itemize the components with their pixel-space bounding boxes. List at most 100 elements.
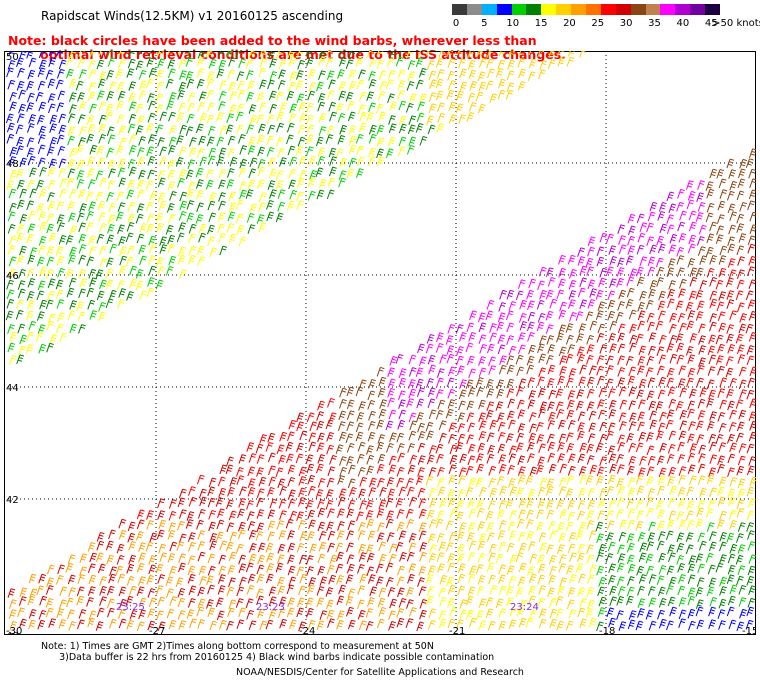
wind-barb xyxy=(28,57,37,68)
wind-barb xyxy=(696,377,704,388)
wind-barb xyxy=(197,51,206,59)
wind-barb xyxy=(559,366,567,376)
wind-barb xyxy=(155,93,164,103)
wind-barb xyxy=(616,576,625,586)
wind-barb xyxy=(246,124,254,135)
wind-barb xyxy=(127,123,136,134)
wind-barb xyxy=(599,488,607,498)
wind-barb xyxy=(306,566,314,576)
wind-barb xyxy=(318,70,326,80)
wind-barb xyxy=(26,310,34,321)
wind-barb xyxy=(207,497,216,508)
wind-barb xyxy=(596,332,605,343)
wind-barb xyxy=(618,386,627,397)
wind-barb xyxy=(107,180,116,190)
wind-barb xyxy=(266,135,275,146)
wind-barb xyxy=(527,311,536,322)
wind-barb xyxy=(88,574,97,585)
wind-barb xyxy=(96,59,105,70)
wind-barb xyxy=(447,366,456,377)
wind-barb xyxy=(688,210,697,221)
wind-barb xyxy=(197,551,206,562)
wind-barb xyxy=(729,378,738,388)
wind-barb xyxy=(627,563,636,574)
wind-barb xyxy=(307,90,316,101)
wind-barb xyxy=(736,575,744,586)
wind-barb xyxy=(749,476,756,487)
wind-barb xyxy=(398,123,407,134)
wind-barb xyxy=(199,496,207,507)
wind-barb xyxy=(677,188,685,199)
wind-barb xyxy=(157,596,166,607)
wind-barb xyxy=(228,202,237,212)
wind-barb xyxy=(45,585,54,595)
wind-barb xyxy=(725,277,734,288)
wind-barb xyxy=(76,301,84,311)
wind-barb xyxy=(298,466,307,477)
wind-barb xyxy=(218,487,227,498)
wind-barb xyxy=(435,78,444,89)
wind-barb xyxy=(296,70,304,80)
wind-barb xyxy=(706,522,715,532)
wind-barb xyxy=(726,333,734,344)
wind-barb xyxy=(89,552,98,563)
wind-barb xyxy=(708,433,717,444)
wind-barb xyxy=(406,486,415,497)
wind-barb xyxy=(107,598,115,609)
wind-barb xyxy=(326,189,335,200)
wind-barb xyxy=(489,487,498,498)
wind-barb xyxy=(635,620,644,631)
wind-barb xyxy=(649,280,658,290)
wind-barb xyxy=(76,212,85,223)
wind-barb xyxy=(77,92,85,102)
wind-barb xyxy=(17,67,25,78)
wind-barb xyxy=(719,377,728,388)
wind-barb xyxy=(436,477,445,488)
wind-barb xyxy=(617,497,625,507)
wind-barb xyxy=(146,223,154,234)
wind-barb xyxy=(429,79,437,90)
wind-barb xyxy=(46,223,55,234)
color-scale-tick-label: 35 xyxy=(648,18,661,29)
wind-barb xyxy=(606,607,615,618)
wind-barb xyxy=(267,124,276,135)
wind-barb xyxy=(687,354,696,364)
wind-barb xyxy=(138,552,146,563)
wind-barb xyxy=(119,246,127,257)
wind-barb xyxy=(28,210,36,221)
wind-barb xyxy=(26,268,35,278)
wind-barb xyxy=(635,499,644,510)
wind-barb xyxy=(489,585,498,595)
footnote-line-2: 3)Data buffer is 22 hrs from 20160125 4)… xyxy=(41,652,495,663)
wind-barb xyxy=(199,156,208,167)
wind-barb xyxy=(59,332,68,343)
wind-barb xyxy=(389,356,398,366)
wind-barb xyxy=(89,144,98,155)
wind-barb xyxy=(578,323,587,333)
wind-barb xyxy=(95,191,104,202)
wind-barb xyxy=(387,488,396,499)
wind-barb xyxy=(668,323,677,334)
wind-barb xyxy=(267,509,276,520)
wind-barb xyxy=(506,542,515,553)
wind-barb xyxy=(185,519,194,529)
wind-barb xyxy=(249,543,257,553)
wind-barb xyxy=(255,531,264,541)
wind-barb xyxy=(428,553,437,563)
wind-barb xyxy=(296,93,305,104)
wind-barb xyxy=(737,565,746,575)
wind-barb xyxy=(108,81,117,92)
wind-barb xyxy=(376,463,385,474)
wind-barb xyxy=(439,354,447,364)
color-scale-tick-label: 10 xyxy=(506,18,520,29)
wind-barb xyxy=(38,211,47,221)
wind-barb xyxy=(479,344,488,354)
wind-barb xyxy=(217,476,226,487)
wind-barb xyxy=(585,257,594,268)
wind-barb xyxy=(458,522,467,532)
wind-barb xyxy=(547,277,556,287)
wind-barb xyxy=(469,80,478,91)
wind-barb xyxy=(648,345,656,356)
wind-barb xyxy=(517,409,526,419)
wind-barb xyxy=(178,169,187,179)
